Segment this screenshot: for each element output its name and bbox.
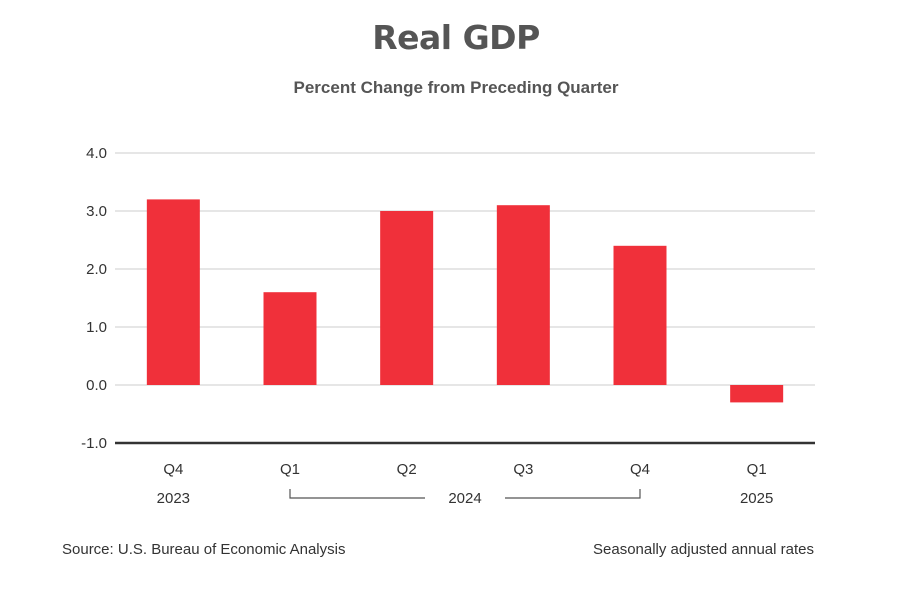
x-tick-label: Q1 [280,461,300,478]
bar [146,199,200,385]
year-bracket-left [289,489,425,499]
y-tick-label: 2.0 [86,261,107,278]
y-tick-label: 0.0 [86,377,107,394]
chart-subtitle: Percent Change from Preceding Quarter [293,78,619,97]
year-label: 2024 [448,490,481,507]
rate-note: Seasonally adjusted annual rates [593,541,814,558]
bar [730,385,784,403]
x-tick-label: Q1 [747,461,767,478]
year-label: 2025 [740,490,773,507]
x-tick-label: Q4 [163,461,183,478]
bar [613,245,667,385]
source-note: Source: U.S. Bureau of Economic Analysis [62,541,346,558]
year-label: 2023 [157,490,190,507]
bar [380,211,434,385]
y-tick-label: -1.0 [81,435,107,452]
x-tick-label: Q3 [513,461,533,478]
x-tick-label: Q4 [630,461,650,478]
year-bracket-right [505,489,641,499]
bar [496,205,550,385]
chart-title: Real GDP [372,18,540,57]
y-tick-label: 3.0 [86,203,107,220]
bar [263,292,317,385]
y-tick-label: 4.0 [86,145,107,162]
x-tick-label: Q2 [397,461,417,478]
y-tick-label: 1.0 [86,319,107,336]
